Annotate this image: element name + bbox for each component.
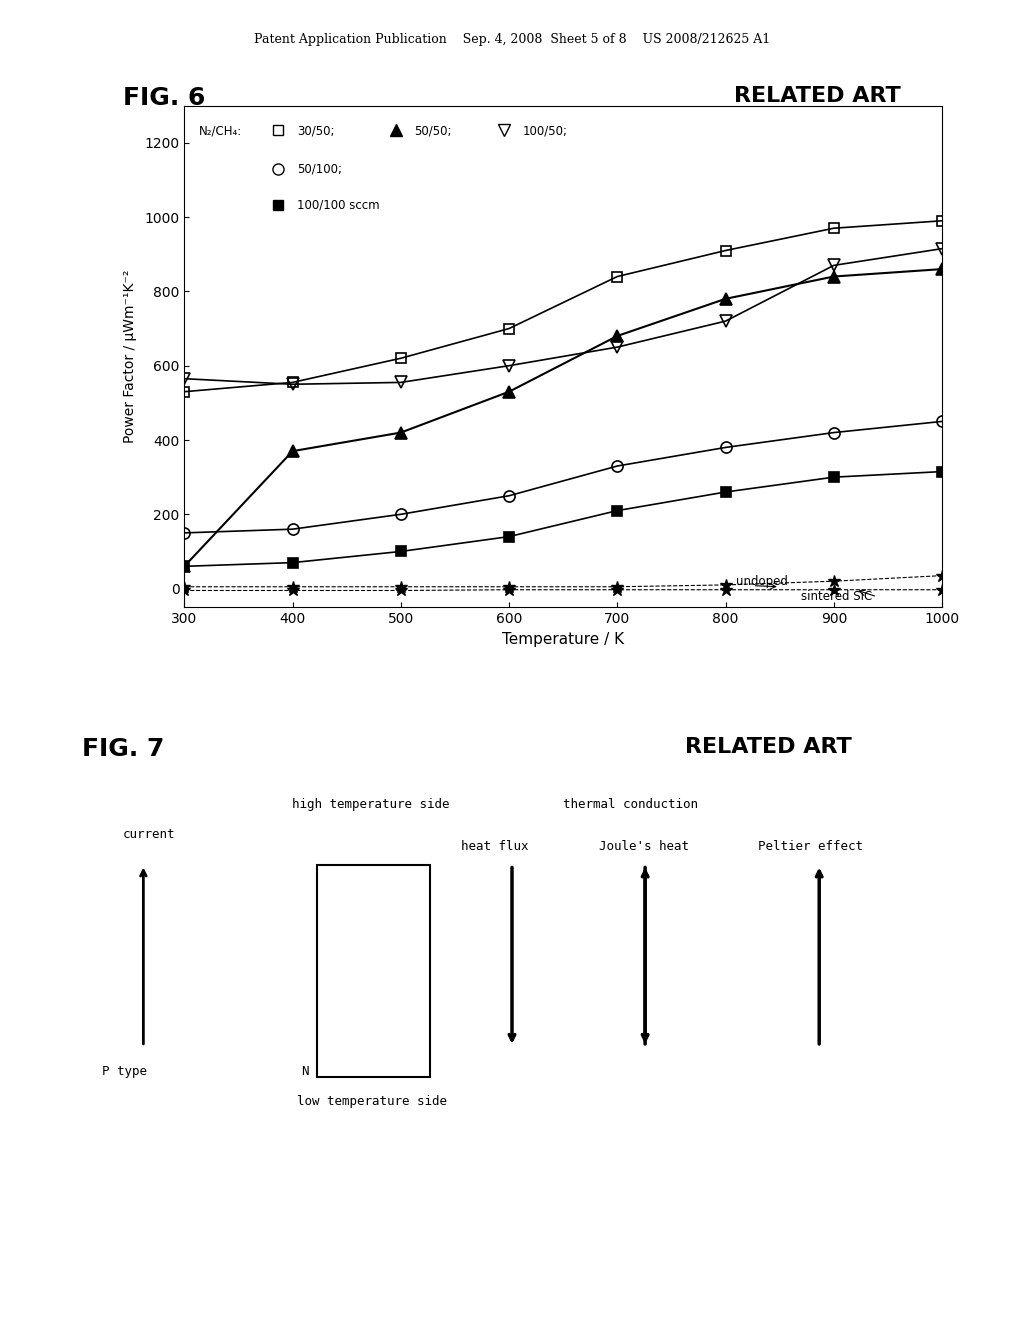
Text: undoped: undoped: [736, 576, 788, 587]
Y-axis label: Power Factor / μWm⁻¹K⁻²: Power Factor / μWm⁻¹K⁻²: [123, 269, 137, 444]
Text: P type: P type: [102, 1065, 147, 1078]
Text: FIG. 6: FIG. 6: [123, 86, 205, 110]
Text: FIG. 7: FIG. 7: [82, 737, 164, 762]
Text: Joule's heat: Joule's heat: [599, 841, 689, 853]
Text: sintered SiC: sintered SiC: [802, 590, 872, 603]
Text: Peltier effect: Peltier effect: [758, 841, 863, 853]
Text: heat flux: heat flux: [461, 841, 528, 853]
Text: N type: N type: [302, 1065, 347, 1078]
Text: Patent Application Publication    Sep. 4, 2008  Sheet 5 of 8    US 2008/212625 A: Patent Application Publication Sep. 4, 2…: [254, 33, 770, 46]
Text: RELATED ART: RELATED ART: [734, 86, 901, 106]
Text: current: current: [123, 828, 175, 841]
Text: high temperature side: high temperature side: [292, 797, 450, 810]
Bar: [317, 865, 430, 1077]
X-axis label: Temperature / K: Temperature / K: [502, 631, 625, 647]
Text: RELATED ART: RELATED ART: [685, 737, 851, 758]
Text: thermal conduction: thermal conduction: [563, 797, 698, 810]
Text: low temperature side: low temperature side: [297, 1096, 446, 1109]
